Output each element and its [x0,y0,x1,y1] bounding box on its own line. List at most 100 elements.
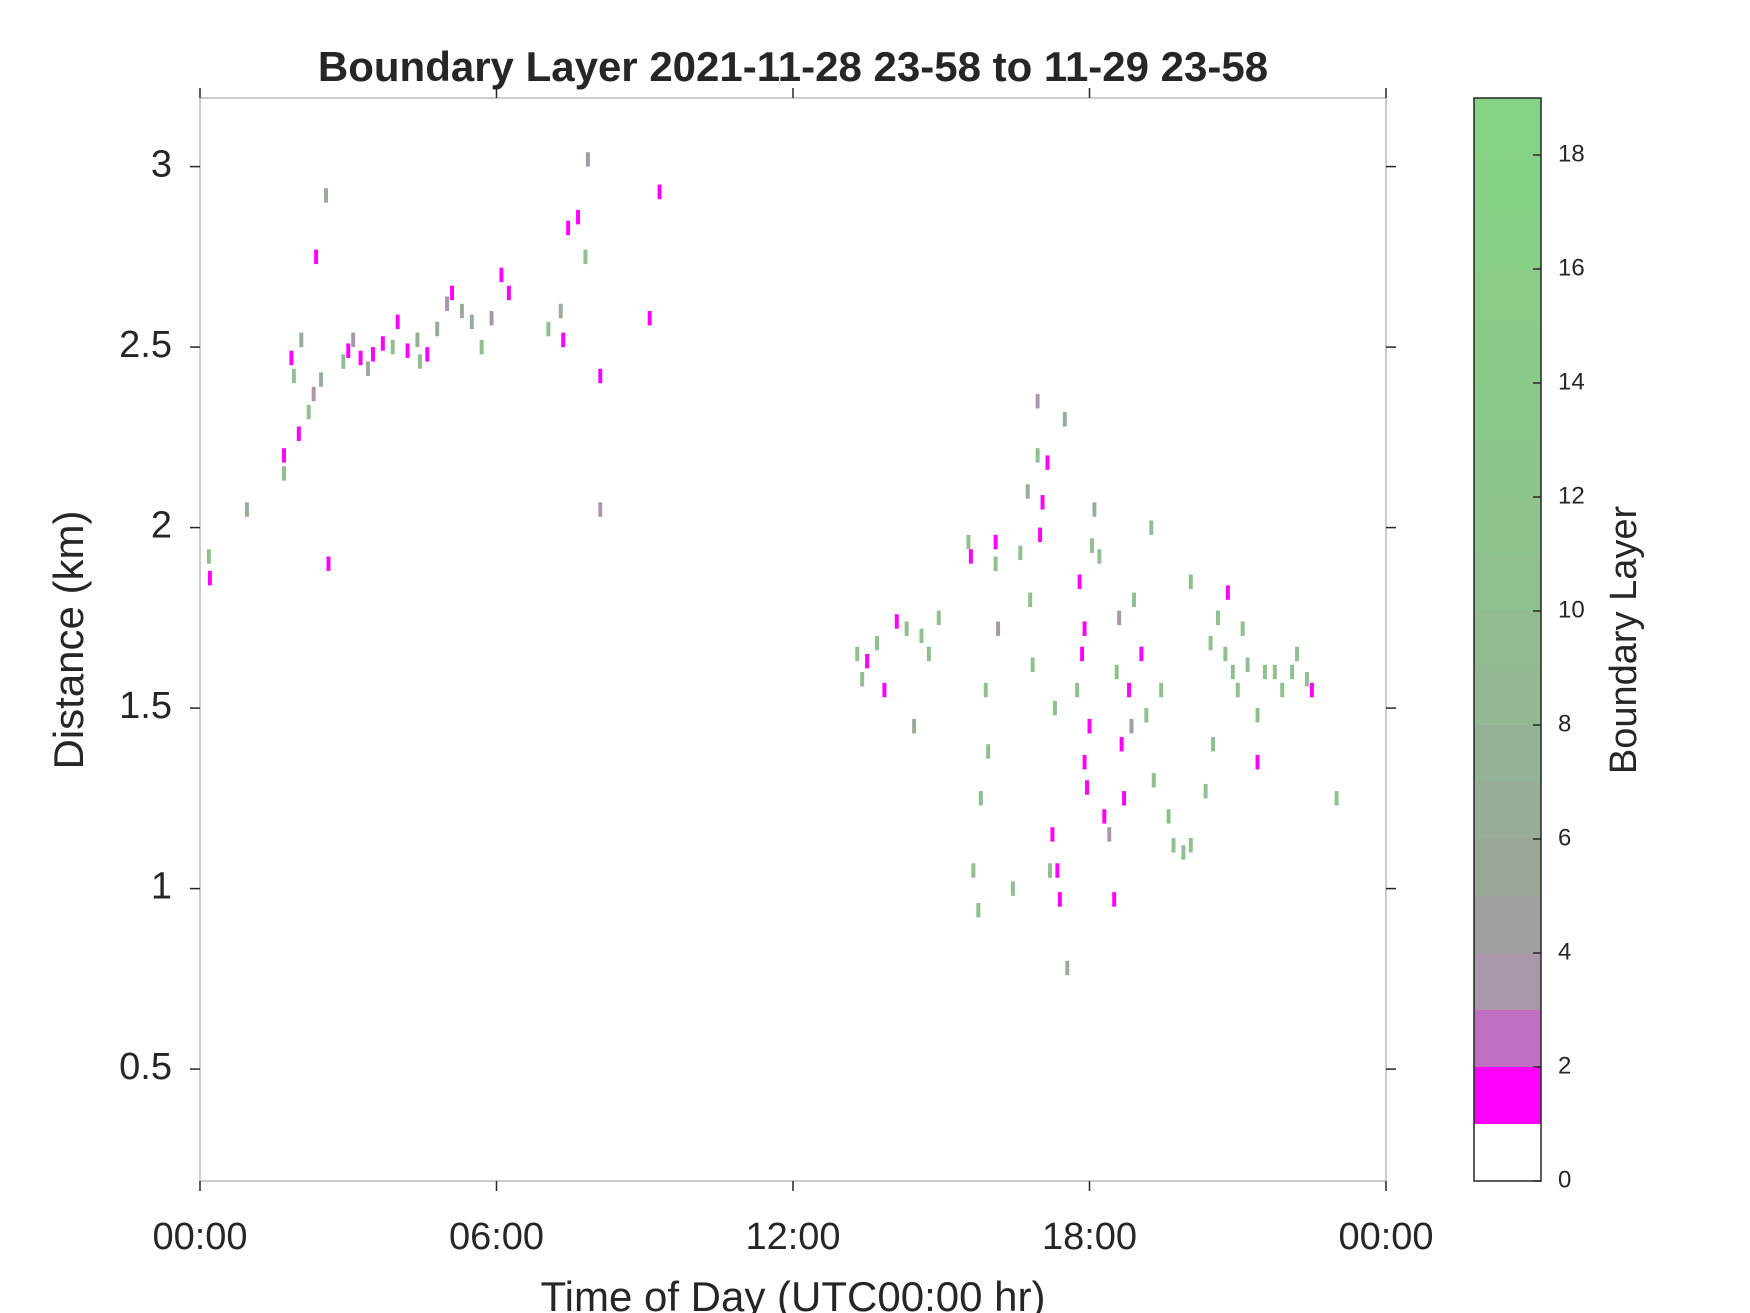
colorbar-tick-label: 2 [1558,1052,1571,1079]
data-cell [1092,502,1097,517]
data-cell [1216,610,1220,626]
data-cell [561,332,566,348]
data-cell [291,368,296,384]
data-cell [598,502,603,517]
data-cell [206,549,211,564]
data-cell [1107,827,1112,842]
data-cell [1188,838,1193,853]
data-cell [1089,538,1094,553]
colorbar-tick-label: 18 [1558,140,1585,167]
data-cell [445,296,450,311]
data-cell [585,152,590,167]
chart-title: Boundary Layer 2021-11-28 23-58 to 11-29… [318,43,1268,90]
data-cell [865,653,870,669]
colorbar-frame [1473,97,1542,1182]
data-cell [1188,574,1193,589]
data-cell [1025,484,1030,499]
data-cell [1040,495,1045,510]
data-cell [1082,755,1087,770]
data-cell [936,610,941,626]
data-cell [647,310,652,326]
data-cell [1102,809,1107,824]
data-cell [1119,736,1124,752]
data-cell [311,386,316,402]
y-axis-label: Distance (km) [45,510,92,769]
data-cell [435,321,440,337]
data-cell [459,303,464,319]
data-cell [1028,592,1033,608]
data-cell [346,343,351,358]
colorbar-segment [1474,1124,1541,1181]
data-cell [499,267,504,283]
data-cell [479,339,484,355]
colorbar-segment [1474,839,1541,896]
data-cell [576,209,581,225]
data-cell [1211,736,1216,752]
data-cell [986,744,991,759]
colorbar-segment [1474,440,1541,497]
data-cell [1117,610,1122,626]
data-cell [207,570,212,586]
data-cell [341,354,346,369]
colorbar-label: Boundary Layer [1603,506,1645,775]
data-cell [1290,664,1295,680]
data-cell [1057,892,1062,907]
data-cell [289,350,294,366]
x-tick-label: 12:00 [745,1216,840,1258]
data-cell [425,347,430,362]
data-cell [489,310,494,326]
colorbar-segment [1474,269,1541,326]
data-cell [1223,646,1228,662]
data-cell [1149,520,1154,535]
data-cell [1097,549,1102,564]
colorbar-tick-label: 8 [1558,710,1571,737]
y-tick-label: 1 [151,866,172,908]
data-cell [405,343,410,358]
colorbar-segment [1474,98,1541,155]
data-cell [996,621,1001,636]
colorbar-segment [1474,668,1541,725]
data-cell [319,372,324,387]
data-cell [1225,585,1230,600]
data-cell [558,303,563,319]
data-cell [919,628,924,644]
data-cell [1255,708,1260,723]
data-cell [566,220,571,236]
data-cell [926,646,931,662]
data-cell [1077,574,1082,589]
data-cell [1245,657,1250,672]
data-cell [1065,960,1070,976]
data-cell [1235,682,1240,698]
data-cell [1131,592,1136,608]
data-cell [1166,809,1171,824]
data-cell [1151,773,1156,788]
colorbar-tick-label: 14 [1558,368,1585,395]
data-cell [415,332,420,348]
data-cell [1208,635,1213,651]
data-cell [1255,755,1260,770]
colorbar-tick-label: 4 [1558,938,1571,965]
data-cell [395,314,400,330]
colorbar-segment [1474,725,1541,782]
colorbar-segment [1474,953,1541,1010]
x-tick-label: 06:00 [449,1216,544,1258]
data-cell [1112,892,1117,907]
data-cell [976,903,981,918]
colorbar-segment [1474,611,1541,668]
colorbar-segment [1474,554,1541,611]
colorbar-segment [1474,1010,1541,1067]
data-cell [993,556,998,571]
data-cell [417,354,422,369]
data-cell [657,184,662,200]
data-cell [875,635,879,651]
data-cell [983,682,988,698]
colorbar-segment [1474,326,1541,383]
data-cell [1159,682,1164,698]
data-cell [912,718,917,734]
data-cell [894,614,899,629]
colorbar-segment [1474,497,1541,554]
data-cell [978,791,983,806]
data-cell [351,332,356,348]
data-cell [299,332,304,348]
